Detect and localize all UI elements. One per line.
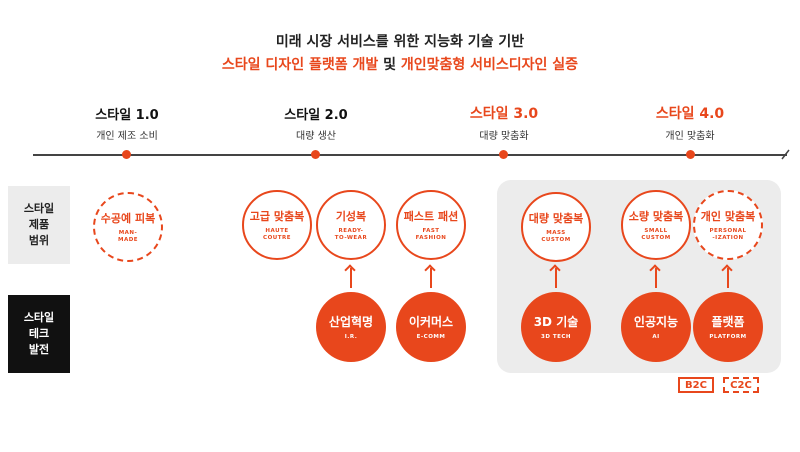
timeline-arrow-icon bbox=[781, 149, 790, 160]
tech-ecommerce: 이커머스 E-COMM bbox=[396, 292, 466, 362]
stage-1-subtitle: 개인 제조 소비 bbox=[96, 131, 158, 142]
product-sub: PERSONAL -IZATION bbox=[709, 228, 747, 241]
tech-main: 3D 기술 bbox=[533, 315, 579, 329]
subtitle-part-2: 및 bbox=[378, 57, 401, 73]
product-small-custom: 소량 맞춤복 SMALL CUSTOM bbox=[621, 190, 691, 260]
tech-industrial-revolution: 산업혁명 I.R. bbox=[316, 292, 386, 362]
tech-platform: 플랫폼 PLATFORM bbox=[693, 292, 763, 362]
timeline-dot-2 bbox=[311, 150, 320, 159]
stage-4-subtitle: 개인 맞춤화 bbox=[665, 131, 715, 142]
product-sub: SMALL CUSTOM bbox=[641, 228, 671, 241]
tech-3d: 3D 기술 3D TECH bbox=[521, 292, 591, 362]
product-ready-to-wear: 기성복 READY- TO-WEAR bbox=[316, 190, 386, 260]
tech-main: 플랫폼 bbox=[711, 315, 745, 329]
row-label-product: 스타일 제품 범위 bbox=[8, 186, 70, 264]
product-personalization: 개인 맞춤복 PERSONAL -IZATION bbox=[693, 190, 763, 260]
row-label-product-text: 스타일 제품 범위 bbox=[23, 202, 55, 247]
product-main: 기성복 bbox=[335, 210, 367, 223]
tech-sub: I.R. bbox=[344, 334, 358, 340]
arrow-up-icon bbox=[350, 268, 352, 288]
timeline-dot-3 bbox=[499, 150, 508, 159]
row-label-tech: 스타일 테크 발전 bbox=[8, 295, 70, 373]
arrow-up-icon bbox=[655, 268, 657, 288]
row-label-tech-text: 스타일 테크 발전 bbox=[23, 311, 55, 356]
tech-ai: 인공지능 AI bbox=[621, 292, 691, 362]
diagram-subtitle: 스타일 디자인 플랫폼 개발 및 개인맞춤형 서비스디자인 실증 bbox=[0, 54, 800, 74]
stage-3-title: 스타일 3.0 bbox=[469, 106, 539, 122]
legend-c2c: C2C bbox=[723, 377, 759, 393]
tech-sub: 3D TECH bbox=[541, 334, 571, 340]
product-sub: READY- TO-WEAR bbox=[334, 228, 368, 241]
tech-sub: AI bbox=[652, 334, 660, 340]
stage-2-subtitle: 대량 생산 bbox=[296, 131, 336, 142]
product-sub: HAUTE COUTRE bbox=[263, 228, 291, 241]
stage-1-title: 스타일 1.0 bbox=[95, 108, 159, 123]
arrow-up-icon bbox=[727, 268, 729, 288]
product-main: 대량 맞춤복 bbox=[528, 212, 584, 225]
product-main: 패스트 패션 bbox=[403, 210, 459, 223]
subtitle-part-3: 개인맞춤형 서비스디자인 실증 bbox=[400, 57, 579, 73]
product-handmade: 수공예 피복 MAN- MADE bbox=[93, 192, 163, 262]
stage-3-subtitle: 대량 맞춤화 bbox=[479, 131, 529, 142]
product-main: 수공예 피복 bbox=[100, 212, 156, 225]
diagram-title: 미래 시장 서비스를 위한 지능화 기술 기반 bbox=[275, 34, 525, 50]
product-sub: MASS CUSTOM bbox=[541, 230, 571, 243]
product-main: 소량 맞춤복 bbox=[628, 210, 684, 223]
arrow-up-icon bbox=[430, 268, 432, 288]
timeline-dot-4 bbox=[686, 150, 695, 159]
subtitle-part-1: 스타일 디자인 플랫폼 개발 bbox=[221, 57, 379, 73]
tech-main: 이커머스 bbox=[408, 315, 454, 329]
product-sub: FAST FASHION bbox=[415, 228, 447, 241]
legend-b2c: B2C bbox=[678, 377, 714, 393]
timeline-dot-1 bbox=[122, 150, 131, 159]
stage-2-title: 스타일 2.0 bbox=[284, 108, 348, 123]
tech-sub: PLATFORM bbox=[709, 334, 747, 340]
product-main: 개인 맞춤복 bbox=[700, 210, 756, 223]
product-fast-fashion: 패스트 패션 FAST FASHION bbox=[396, 190, 466, 260]
tech-sub: E-COMM bbox=[416, 334, 446, 340]
tech-main: 인공지능 bbox=[633, 315, 679, 329]
product-haute-couture: 고급 맞춤복 HAUTE COUTRE bbox=[242, 190, 312, 260]
timeline-line bbox=[33, 154, 787, 156]
stage-4-title: 스타일 4.0 bbox=[655, 106, 725, 122]
product-sub: MAN- MADE bbox=[117, 230, 139, 243]
product-mass-custom: 대량 맞춤복 MASS CUSTOM bbox=[521, 192, 591, 262]
product-main: 고급 맞춤복 bbox=[249, 210, 305, 223]
tech-main: 산업혁명 bbox=[328, 315, 374, 329]
arrow-up-icon bbox=[555, 268, 557, 288]
